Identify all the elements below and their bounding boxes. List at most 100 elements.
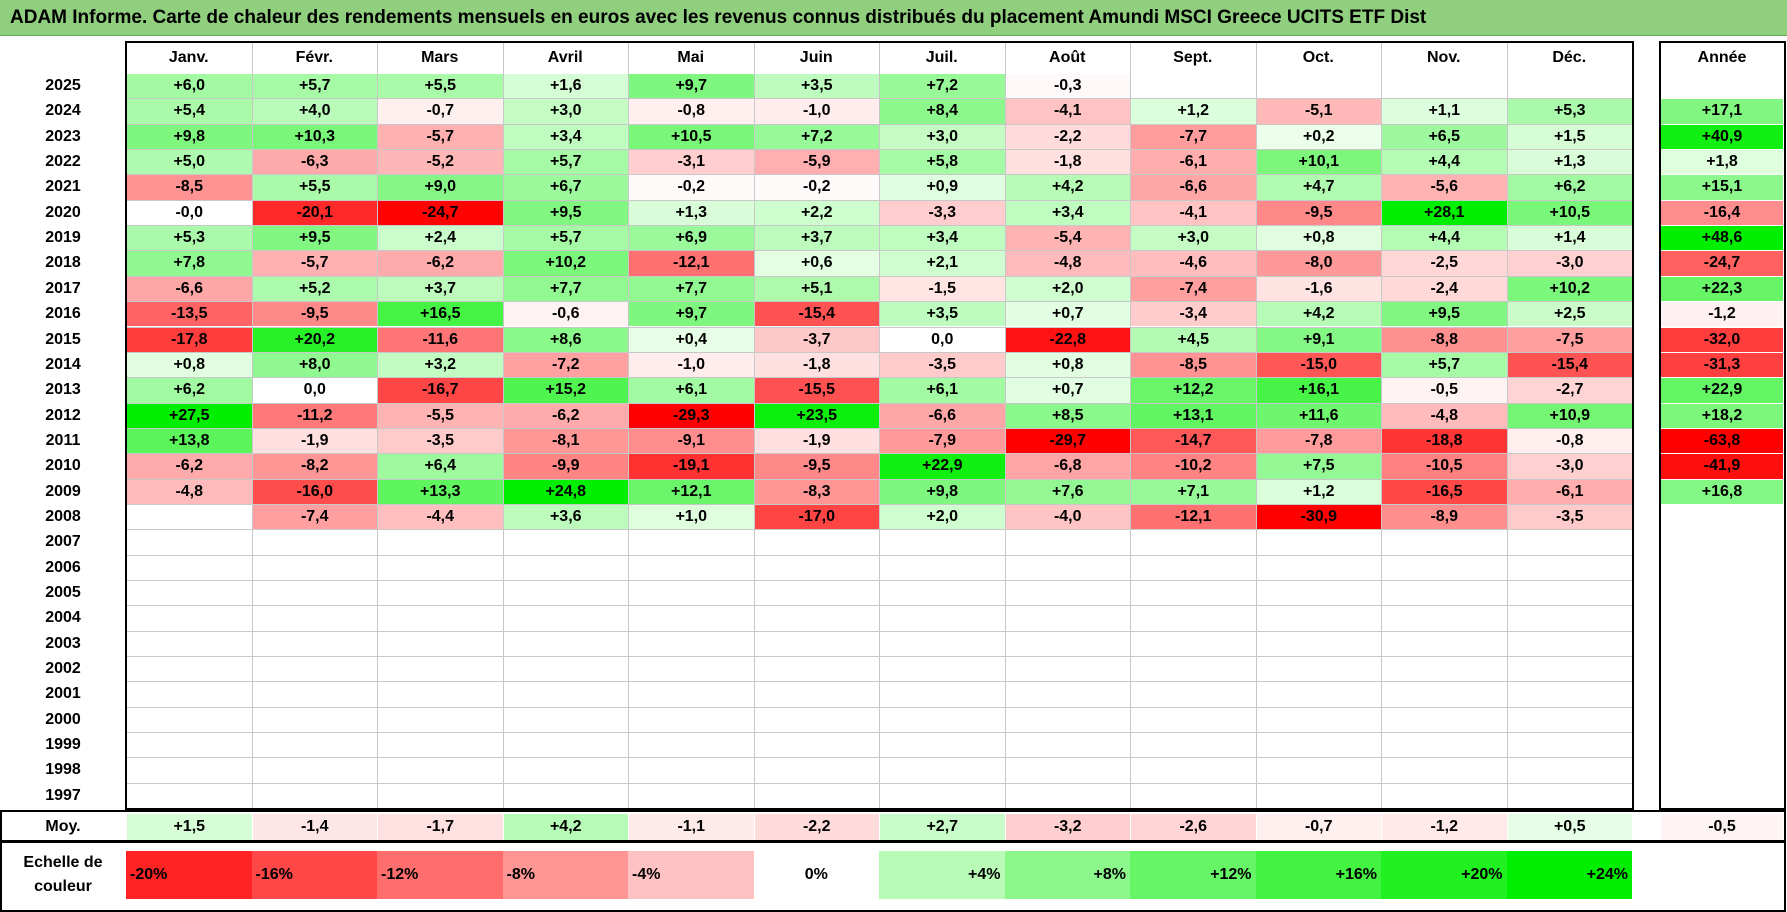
annual-cell: +16,8 <box>1661 479 1783 504</box>
heatmap-cell <box>503 733 628 758</box>
heatmap-cell: -7,8 <box>1256 428 1381 454</box>
year-label: 2019 <box>45 229 81 247</box>
heatmap-cell: -8,2 <box>252 454 377 479</box>
heatmap-cell <box>378 581 503 606</box>
heatmap-cell: -22,8 <box>1005 327 1130 352</box>
heatmap-cell: -1,5 <box>880 276 1005 302</box>
heatmap-cell <box>880 555 1005 580</box>
heatmap-cell: -4,4 <box>378 504 503 530</box>
heatmap-cell <box>127 783 252 809</box>
heatmap-cell: -9,5 <box>754 454 879 479</box>
grid-line <box>126 580 1632 581</box>
heatmap-cell: +13,3 <box>378 479 503 504</box>
heatmap-cell <box>1382 606 1507 631</box>
heatmap-cell: +3,6 <box>503 504 628 530</box>
annual-cell: -41,9 <box>1661 454 1783 479</box>
year-label: 2003 <box>45 634 81 652</box>
heatmap-cell: -6,6 <box>880 403 1005 428</box>
year-label: 1997 <box>45 786 81 804</box>
heatmap-cell: +6,9 <box>629 226 754 251</box>
year-label: 2011 <box>45 431 81 449</box>
heatmap-cell: -20,1 <box>252 200 377 226</box>
heatmap-cell: +4,0 <box>252 99 377 124</box>
heatmap-cell: -10,2 <box>1131 454 1256 479</box>
heatmap-cell <box>1131 758 1256 783</box>
heatmap-cell: -5,7 <box>378 124 503 150</box>
heatmap-cell <box>1507 606 1632 631</box>
heatmap-cell: +9,8 <box>880 479 1005 504</box>
heatmap-cell: +6,2 <box>127 378 252 403</box>
heatmap-cell: -3,5 <box>1507 504 1632 530</box>
heatmap-cell <box>252 682 377 707</box>
average-cell: +4,2 <box>503 814 628 841</box>
annual-cell <box>1661 606 1783 631</box>
year-label: 2000 <box>45 710 81 728</box>
grid-line <box>126 427 1632 429</box>
heatmap-cell: -0,2 <box>754 175 879 200</box>
heatmap-cell <box>127 555 252 580</box>
grid-line <box>126 275 1632 277</box>
average-cell: -1,7 <box>378 814 503 841</box>
heatmap-cell <box>252 707 377 733</box>
grid-line <box>126 681 1632 683</box>
grid-line <box>1004 43 1006 809</box>
heatmap-cell <box>1382 783 1507 809</box>
heatmap-cell: +10,2 <box>503 251 628 276</box>
heatmap-cell: +5,7 <box>503 150 628 175</box>
heatmap-cell <box>252 581 377 606</box>
year-label: 2002 <box>45 660 81 678</box>
heatmap-cell <box>1507 682 1632 707</box>
month-header: Avril <box>547 49 583 66</box>
heatmap-cell: -3,0 <box>1507 251 1632 276</box>
heatmap-cell <box>503 682 628 707</box>
heatmap-cell <box>378 783 503 809</box>
heatmap-cell: -4,0 <box>1005 504 1130 530</box>
heatmap-cell <box>503 555 628 580</box>
color-scale-label: Echelle de couleur <box>23 854 103 895</box>
heatmap-cell: -1,6 <box>1256 276 1381 302</box>
heatmap-cell <box>629 733 754 758</box>
heatmap-cell: +1,6 <box>503 74 628 99</box>
heatmap-cell: +6,7 <box>503 175 628 200</box>
month-header: Janv. <box>168 49 209 66</box>
grid-line <box>126 377 1632 379</box>
heatmap-cell <box>880 733 1005 758</box>
heatmap-cell: +11,6 <box>1256 403 1381 428</box>
heatmap-cell: +5,7 <box>1382 352 1507 378</box>
grid-line <box>126 149 1632 151</box>
year-label: 2010 <box>45 457 81 475</box>
heatmap-cell: +20,2 <box>252 327 377 352</box>
heatmap-cell <box>127 631 252 657</box>
heatmap-cell: +9,7 <box>629 74 754 99</box>
heatmap-cell: -9,1 <box>629 428 754 454</box>
heatmap-cell <box>754 530 879 555</box>
heatmap-cell <box>1131 581 1256 606</box>
heatmap-cell <box>754 707 879 733</box>
heatmap-cell: +2,4 <box>378 226 503 251</box>
heatmap-cell: -2,5 <box>1382 251 1507 276</box>
heatmap-cell: -3,5 <box>880 352 1005 378</box>
heatmap-cell <box>1005 555 1130 580</box>
heatmap-cell <box>252 758 377 783</box>
heatmap-cell: -0,5 <box>1382 378 1507 403</box>
heatmap-cell: +10,1 <box>1256 150 1381 175</box>
grid-line <box>879 43 880 809</box>
heatmap-cell <box>629 606 754 631</box>
heatmap-cell: -7,4 <box>252 504 377 530</box>
heatmap-cell: -6,6 <box>1131 175 1256 200</box>
scale-stop: -16% <box>251 851 377 899</box>
heatmap-cell <box>503 758 628 783</box>
grid-line <box>126 605 1632 607</box>
year-label: 2022 <box>45 153 81 171</box>
grid-line <box>502 43 504 809</box>
grid-line <box>126 732 1632 734</box>
annual-cell: -24,7 <box>1661 251 1783 276</box>
heatmap-cell <box>880 682 1005 707</box>
heatmap-cell: -3,5 <box>378 428 503 454</box>
heatmap-cell <box>127 758 252 783</box>
heatmap-cell: +3,7 <box>754 226 879 251</box>
heatmap-cell: -3,4 <box>1131 302 1256 327</box>
annual-cell: +48,6 <box>1661 226 1783 251</box>
average-cell: +0,5 <box>1507 814 1632 841</box>
heatmap-cell <box>1005 758 1130 783</box>
